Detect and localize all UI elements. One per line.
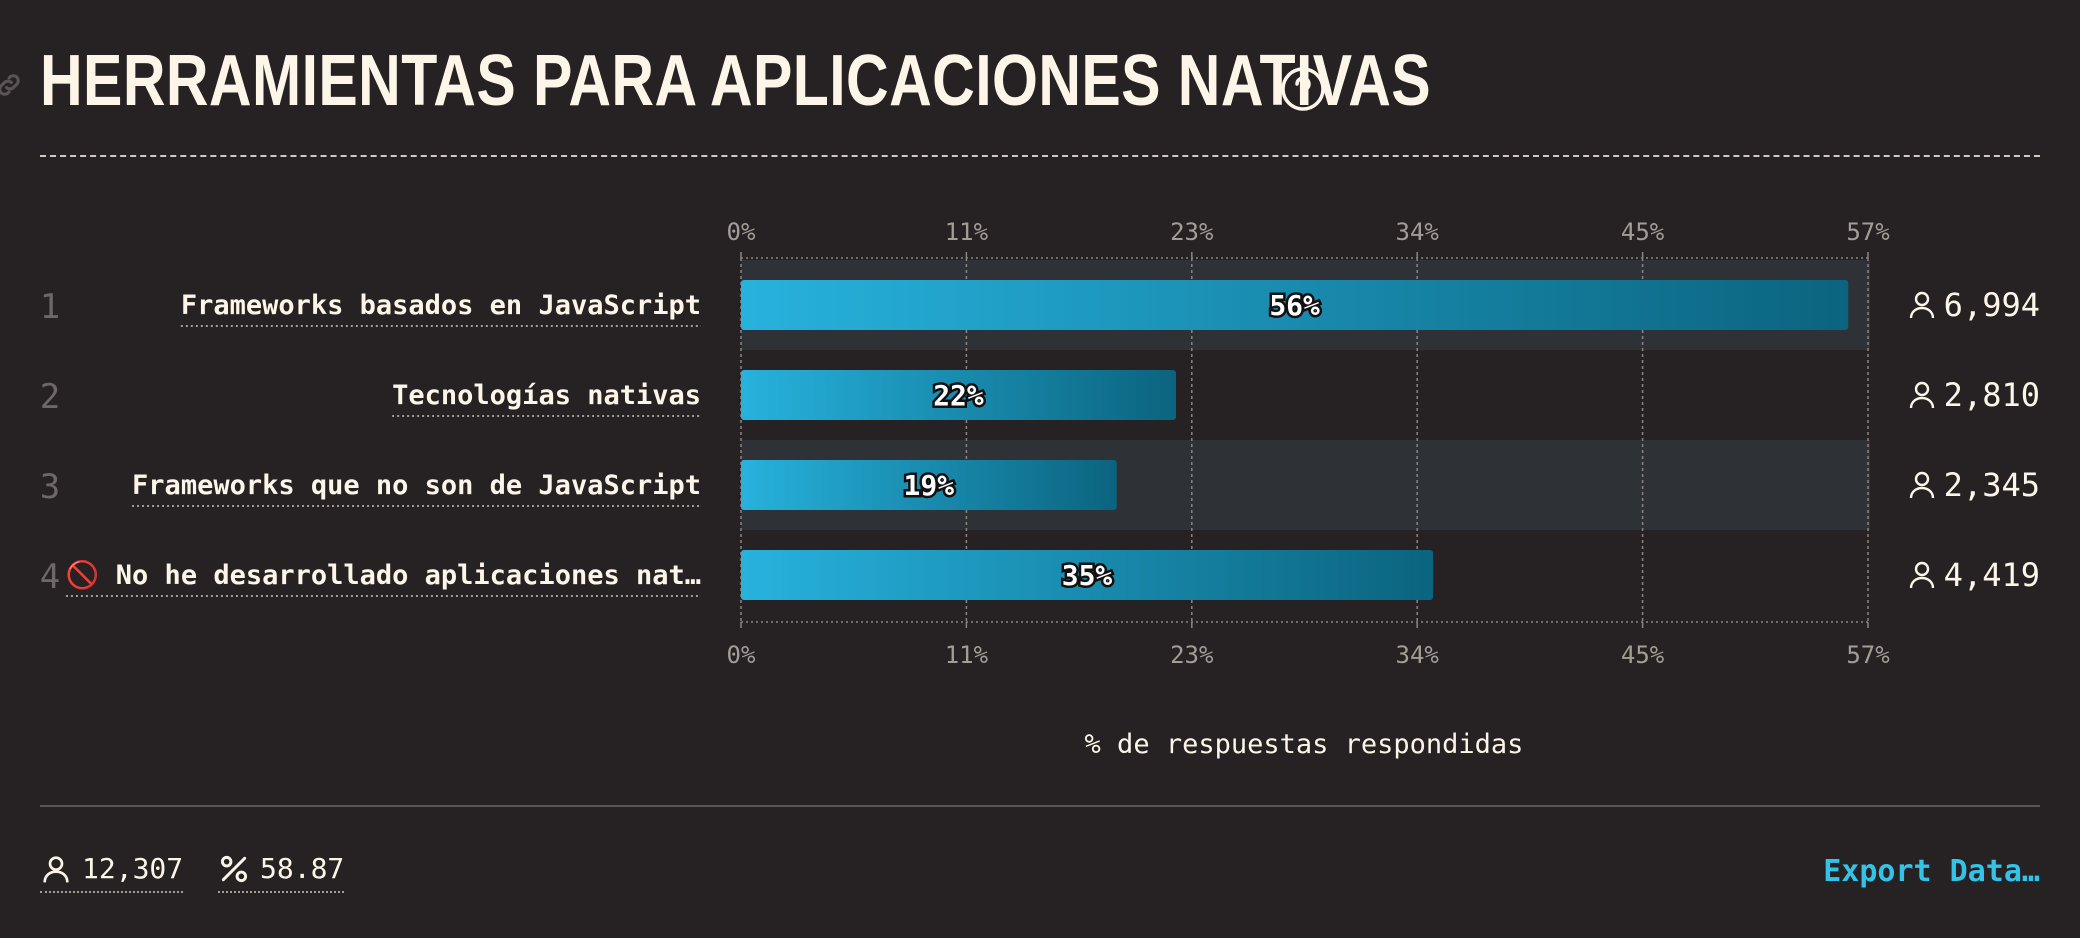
tick-label-top: 57% (1846, 218, 1890, 246)
bar-value-label: 19% (904, 469, 955, 502)
user-icon-head (1914, 561, 1930, 577)
respondent-count: 2,810 (1944, 376, 2040, 414)
percent-icon (220, 855, 248, 882)
x-axis-title: % de respuestas respondidas (1085, 729, 1524, 760)
category-label: 🚫 No he desarrollado aplicaciones nat… (66, 559, 701, 591)
user-icon-head (1914, 381, 1930, 397)
bar-value-label: 35% (1062, 559, 1113, 592)
user-icon (1909, 291, 1935, 319)
bar (741, 280, 1849, 330)
user-icon (1909, 561, 1935, 589)
tick-label-top: 23% (1170, 218, 1214, 246)
footer-separator (40, 805, 2040, 807)
bar (741, 550, 1434, 600)
respondents-stat[interactable]: 12,307 (40, 852, 184, 893)
user-icon-body (1909, 306, 1935, 319)
tick-label-bottom: 11% (945, 641, 989, 669)
user-icon (1909, 471, 1935, 499)
user-icon-body (1909, 576, 1935, 589)
user-icon-head (1914, 471, 1930, 487)
category-label: Tecnologías nativas (392, 380, 701, 411)
percent-stat[interactable]: 58.87 (218, 852, 345, 893)
tick-label-bottom: 57% (1846, 641, 1890, 669)
rank-number: 3 (40, 467, 60, 507)
tick-label-top: 45% (1621, 218, 1665, 246)
question-circle-icon[interactable] (1280, 66, 1326, 112)
bar-value-label: 56% (1269, 289, 1320, 322)
respondents-count: 12,307 (82, 852, 184, 885)
tick-label-bottom: 23% (1170, 641, 1214, 669)
title-separator (40, 155, 2040, 157)
user-icon-body (1909, 486, 1935, 499)
percent-value: 58.87 (260, 852, 345, 885)
user-icon (1909, 381, 1935, 409)
export-data-button[interactable]: Export Data… (1823, 854, 2040, 889)
category-label: Frameworks basados en JavaScript (181, 290, 701, 321)
tick-label-bottom: 45% (1621, 641, 1665, 669)
respondent-count: 2,345 (1944, 466, 2040, 504)
respondent-count: 4,419 (1944, 556, 2040, 594)
tick-label-top: 34% (1396, 218, 1440, 246)
bar-chart: 0% 0% 11% 11% 23% 23% 34% 34% 45% 45% 57% 57% 56% 1 F… (40, 218, 2040, 760)
user-icon-body (1909, 396, 1935, 409)
rank-number: 1 (40, 287, 60, 327)
tick-label-top: 11% (945, 218, 989, 246)
bar (741, 370, 1176, 420)
tick-label-bottom: 0% (727, 641, 756, 669)
user-icon-head (1914, 291, 1930, 307)
category-label: Frameworks que no son de JavaScript (132, 470, 701, 501)
rank-number: 4 (40, 557, 60, 597)
page-title: HERRAMIENTAS PARA APLICACIONES NATIVAS (40, 41, 1432, 121)
rank-number: 2 (40, 377, 60, 417)
tick-label-bottom: 34% (1396, 641, 1440, 669)
tick-label-top: 0% (727, 218, 756, 246)
respondent-count: 6,994 (1944, 286, 2040, 324)
user-icon (43, 855, 69, 882)
bar (741, 460, 1117, 510)
bar-value-label: 22% (933, 379, 984, 412)
link-icon[interactable] (0, 70, 24, 100)
